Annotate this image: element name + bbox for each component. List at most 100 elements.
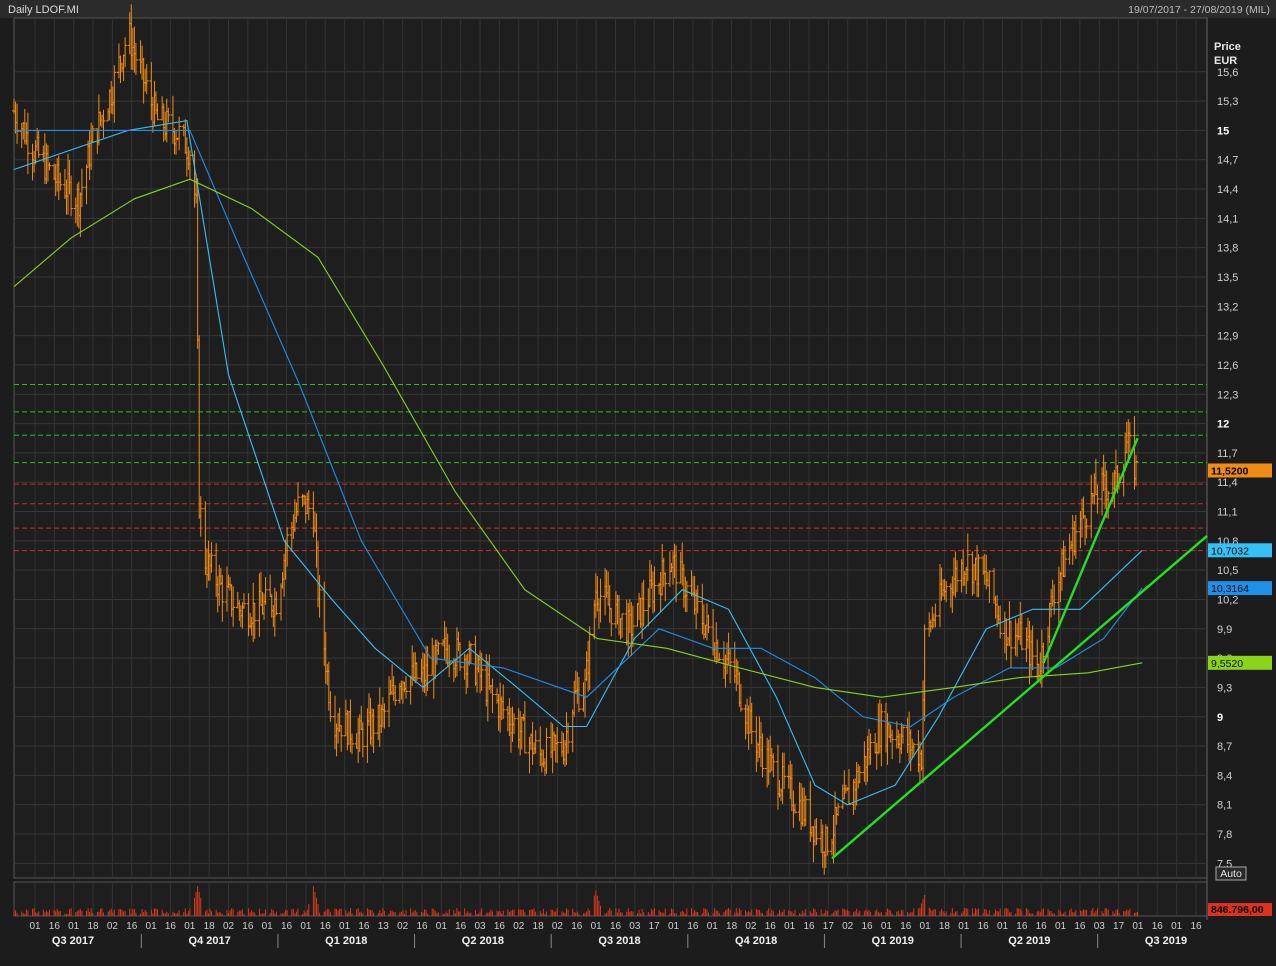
price-tick-label: 8,7 [1217, 741, 1232, 753]
day-tick-label: 16 [1152, 921, 1164, 932]
last-value-label: 10,3164 [1211, 583, 1249, 595]
day-tick-label: 16 [900, 921, 912, 932]
day-tick-label: 16 [1074, 921, 1086, 932]
day-tick-label: 18 [204, 921, 216, 932]
day-tick-label: 02 [745, 921, 757, 932]
quarter-label: Q1 2019 [872, 935, 914, 947]
price-tick-label: 12,6 [1217, 360, 1238, 372]
day-tick-label: 02 [223, 921, 235, 932]
last-value-label: 10,7032 [1211, 545, 1249, 557]
day-tick-label: 01 [997, 921, 1009, 932]
price-tick-label: 13,2 [1217, 301, 1238, 313]
day-tick-label: 18 [939, 921, 951, 932]
day-tick-label: 03 [629, 921, 641, 932]
quarter-label: Q2 2018 [462, 935, 504, 947]
day-tick-label: 01 [29, 921, 41, 932]
day-tick-label: 16 [1190, 921, 1202, 932]
price-tick-label: 15 [1217, 125, 1229, 137]
day-tick-label: 03 [474, 921, 486, 932]
price-tick-label: 9,3 [1217, 682, 1232, 694]
last-value-tag [1208, 581, 1272, 596]
day-tick-label: 01 [436, 921, 448, 932]
quarter-label: Q3 2017 [52, 935, 94, 947]
day-tick-label: 01 [881, 921, 893, 932]
day-tick-label: 01 [920, 921, 932, 932]
day-tick-label: 13 [378, 921, 390, 932]
day-tick-label: 02 [107, 921, 119, 932]
day-tick-label: 16 [242, 921, 254, 932]
day-tick-label: 16 [320, 921, 332, 932]
price-tick-label: 12,3 [1217, 389, 1238, 401]
day-tick-label: 02 [397, 921, 409, 932]
date-range-label: 19/07/2017 - 27/08/2019 (MIL) [1128, 4, 1270, 16]
last-value-label: 9,5520 [1211, 658, 1243, 670]
day-tick-label: 16 [416, 921, 428, 932]
quarter-label: Q2 2019 [1008, 935, 1050, 947]
day-tick-label: 16 [571, 921, 583, 932]
price-tick-label: 12 [1217, 419, 1229, 431]
day-tick-label: 01 [1132, 921, 1144, 932]
day-tick-label: 16 [358, 921, 370, 932]
header-bar [0, 0, 1276, 18]
day-tick-label: 16 [861, 921, 873, 932]
day-tick-label: 18 [87, 921, 99, 932]
day-tick-label: 16 [49, 921, 61, 932]
day-tick-label: 01 [668, 921, 680, 932]
day-tick-label: 16 [126, 921, 138, 932]
day-tick-label: 01 [300, 921, 312, 932]
quarter-label: Q4 2017 [189, 935, 231, 947]
price-tick-label: 11,7 [1217, 448, 1238, 460]
price-tick-label: 14,1 [1217, 213, 1238, 225]
price-tick-label: 9,9 [1217, 624, 1232, 636]
price-tick-label: 14,7 [1217, 155, 1238, 167]
day-tick-label: 01 [1171, 921, 1183, 932]
day-tick-label: 01 [591, 921, 603, 932]
volume-value-tag [1208, 903, 1272, 916]
day-tick-label: 17 [1113, 921, 1125, 932]
auto-scale-box [1215, 866, 1247, 881]
moving-average-line-2 [14, 129, 1143, 728]
day-tick-label: 02 [552, 921, 564, 932]
last-value-label: 11,5200 [1211, 465, 1249, 477]
day-tick-label: 16 [455, 921, 467, 932]
day-tick-label: 01 [784, 921, 796, 932]
day-tick-label: 18 [726, 921, 738, 932]
quarter-label: Q3 2019 [1145, 935, 1187, 947]
trendline-2 [1042, 437, 1139, 664]
day-tick-label: 16 [765, 921, 777, 932]
last-value-tag [1208, 463, 1272, 478]
price-tick-label: 9 [1217, 712, 1223, 724]
price-tick-label: 10,5 [1217, 565, 1238, 577]
day-tick-label: 18 [533, 921, 545, 932]
day-tick-label: 01 [1055, 921, 1067, 932]
quarter-label: Q3 2018 [598, 935, 640, 947]
auto-scale-label: Auto [1220, 868, 1242, 880]
day-tick-label: 01 [958, 921, 970, 932]
price-tick-label: 15,6 [1217, 67, 1238, 79]
price-tick-label: 14,4 [1217, 184, 1238, 196]
price-tick-label: 13,8 [1217, 243, 1238, 255]
plot-area [13, 17, 1208, 879]
day-tick-label: 16 [978, 921, 990, 932]
price-tick-label: 10,2 [1217, 594, 1238, 606]
price-tick-label: 7,8 [1217, 829, 1232, 841]
day-tick-label: 16 [165, 921, 177, 932]
day-tick-label: 01 [146, 921, 158, 932]
day-tick-label: 17 [823, 921, 835, 932]
price-tick-label: 8,1 [1217, 800, 1232, 812]
day-tick-label: 01 [262, 921, 274, 932]
chart-title: Daily LDOF.MI [8, 4, 79, 16]
trendline-1 [831, 535, 1208, 860]
price-axis-unit: EUR [1214, 55, 1237, 67]
price-tick-label: 15,3 [1217, 96, 1238, 108]
day-tick-label: 16 [281, 921, 293, 932]
price-tick-label: 8,4 [1217, 770, 1232, 782]
day-tick-label: 01 [707, 921, 719, 932]
day-tick-label: 01 [339, 921, 351, 932]
day-tick-label: 16 [687, 921, 699, 932]
day-tick-label: 16 [610, 921, 622, 932]
price-axis-title: Price [1214, 41, 1241, 53]
price-tick-label: 12,9 [1217, 331, 1238, 343]
